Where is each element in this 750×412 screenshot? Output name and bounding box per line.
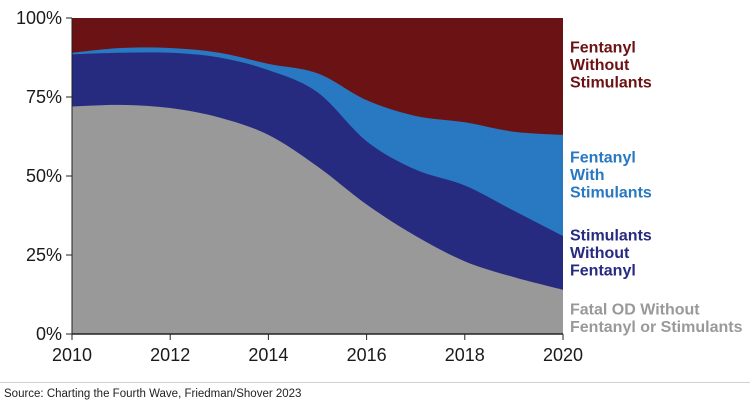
x-tick-label: 2012 xyxy=(150,345,190,365)
x-tick-label: 2018 xyxy=(445,345,485,365)
series-label: Fentanyl xyxy=(570,40,636,57)
series-label: Fentanyl xyxy=(570,263,636,280)
y-tick-label: 0% xyxy=(36,324,62,344)
stacked-area-chart: 0%25%50%75%100%2010 2012 2014 2016 2018 2020 … xyxy=(16,8,743,365)
series-label: Fentanyl xyxy=(570,150,636,167)
series-label: Stimulants xyxy=(570,228,652,245)
y-tick-label: 75% xyxy=(26,87,62,107)
series-label: Without xyxy=(570,57,630,74)
source-note: Source: Charting the Fourth Wave, Friedm… xyxy=(4,388,302,400)
series-label: Fentanyl or Stimulants xyxy=(570,319,743,336)
series-label: Stimulants xyxy=(570,75,652,92)
series-label: Fatal OD Without xyxy=(570,301,700,318)
y-tick-label: 25% xyxy=(26,245,62,265)
x-tick-label: 2014 xyxy=(248,345,288,365)
footer-divider xyxy=(0,382,750,383)
series-label: Stimulants xyxy=(570,185,652,202)
x-tick-label: 2020 xyxy=(543,345,583,365)
x-tick-label: 2010 xyxy=(52,345,92,365)
area-0 xyxy=(72,104,563,334)
series-label: With xyxy=(570,167,605,184)
y-tick-label: 50% xyxy=(26,166,62,186)
y-tick-label: 100% xyxy=(16,8,62,28)
axes: 0% 25% 50% 75% 100% 2010 2012 2014 2016 2018 2020 xyxy=(16,8,583,365)
x-tick-label: 2016 xyxy=(347,345,387,365)
area-layers xyxy=(72,18,563,335)
series-label: Without xyxy=(570,245,630,262)
